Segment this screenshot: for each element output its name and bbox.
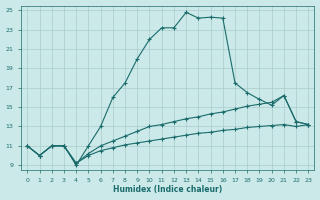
X-axis label: Humidex (Indice chaleur): Humidex (Indice chaleur)	[113, 185, 222, 194]
